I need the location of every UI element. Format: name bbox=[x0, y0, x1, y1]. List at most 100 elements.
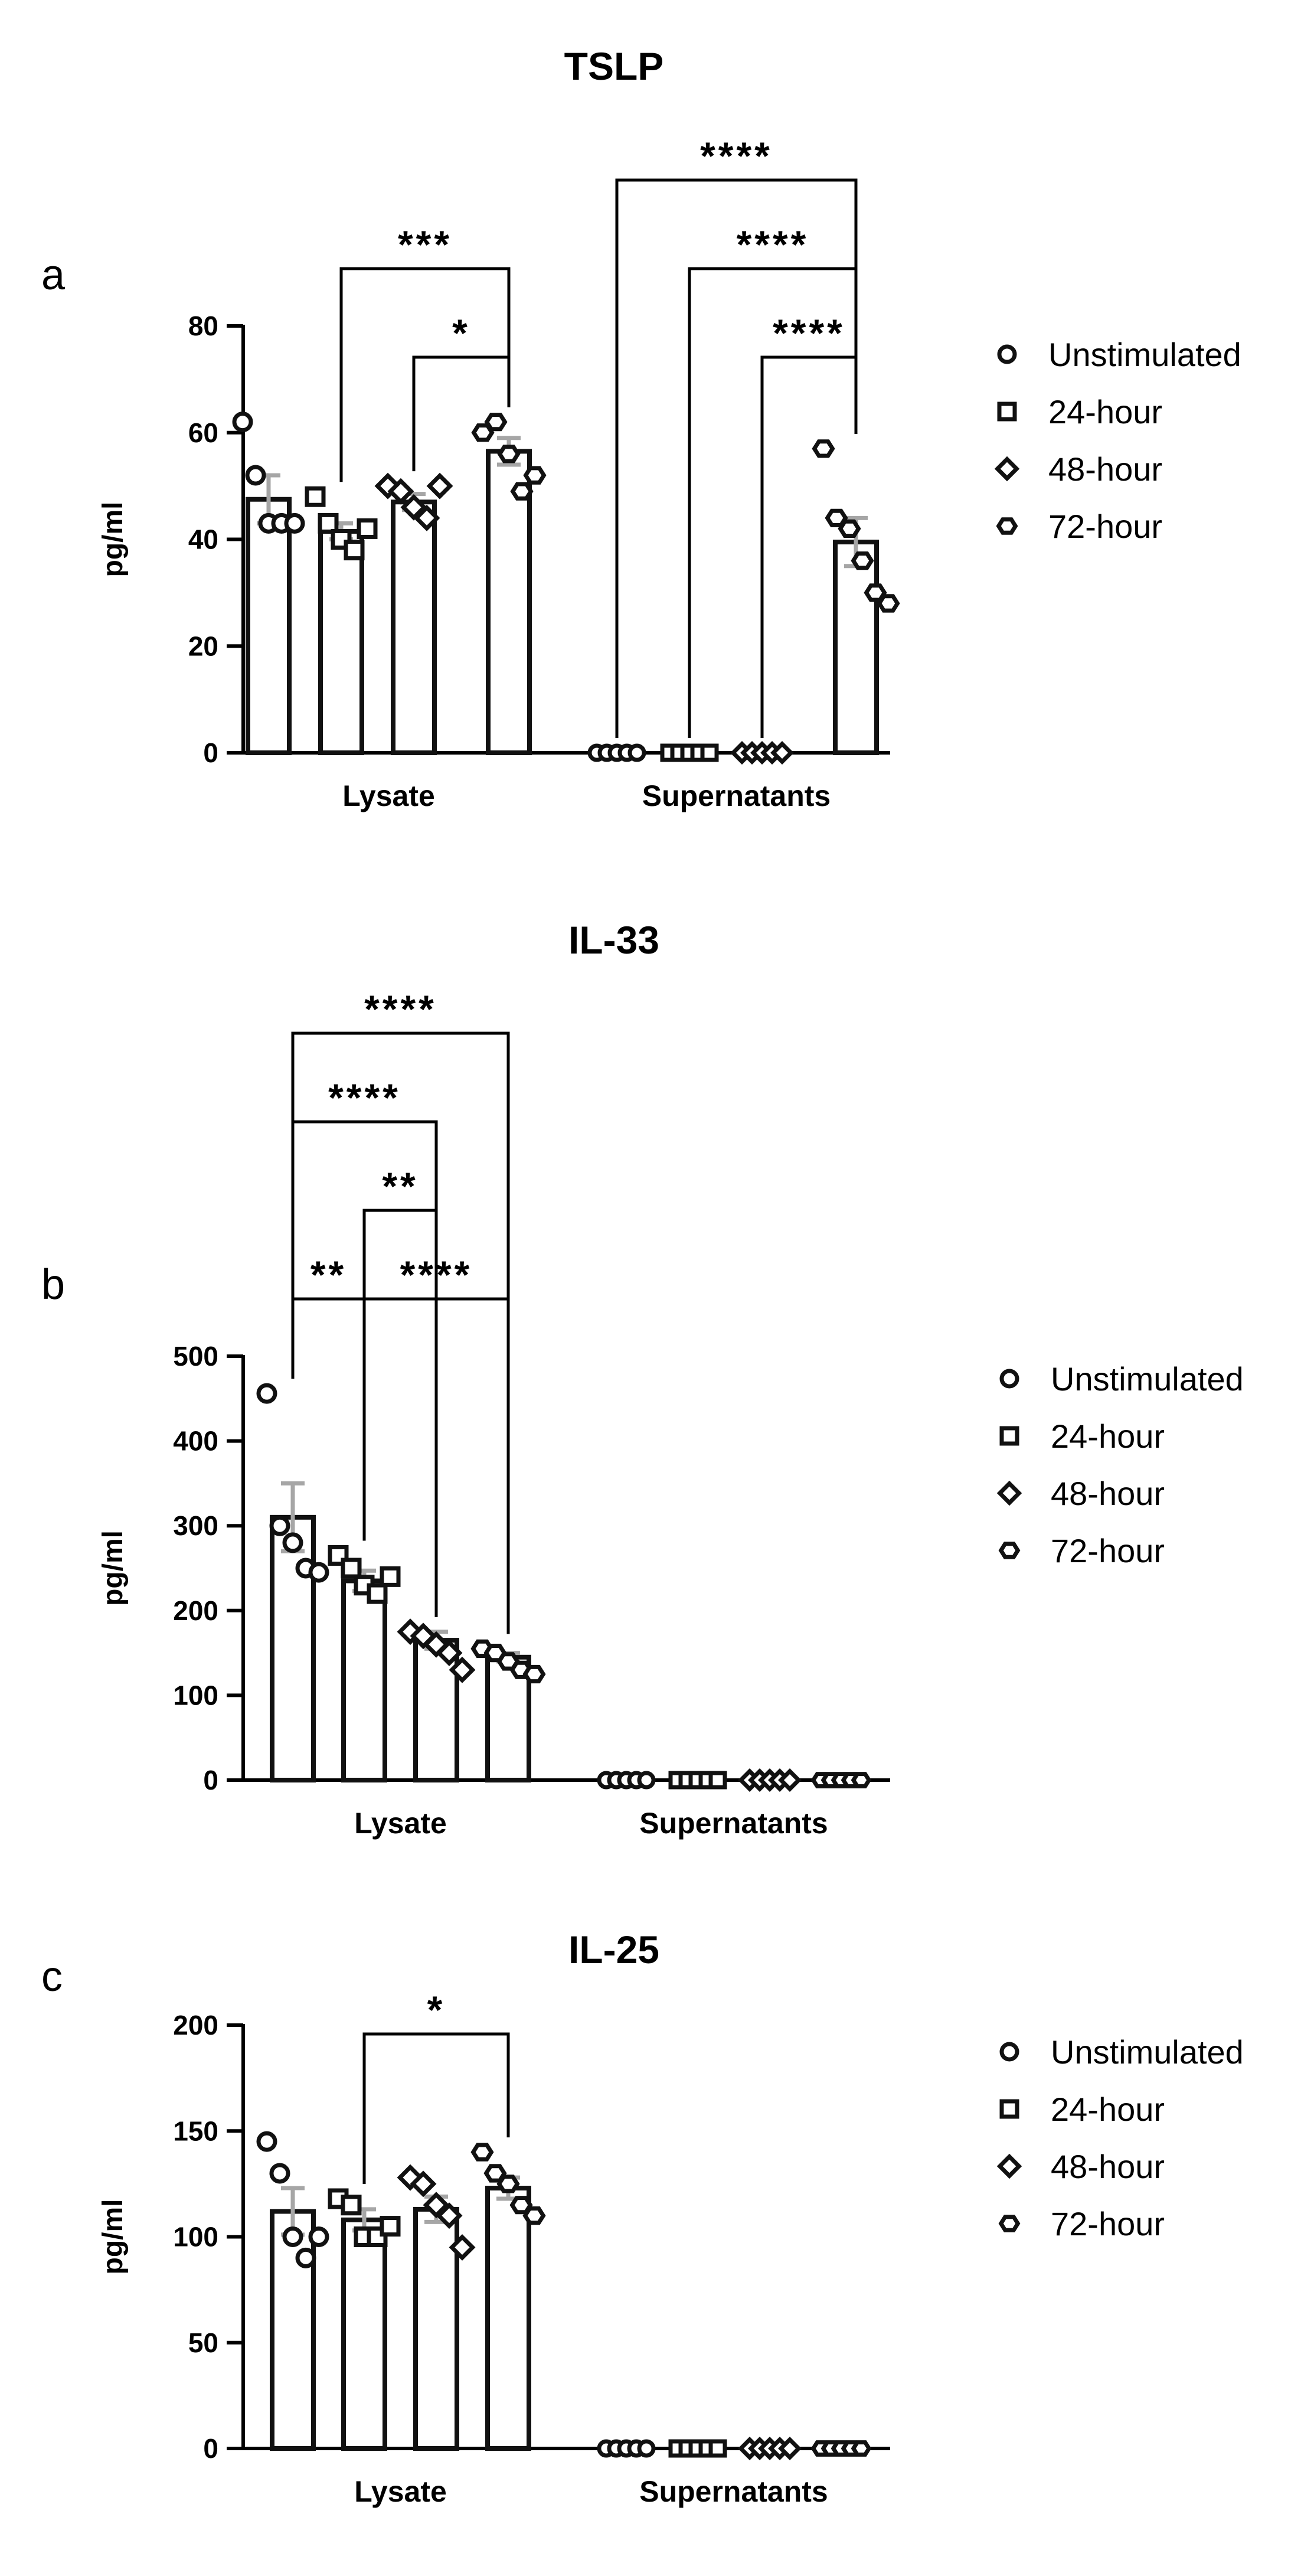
data-point bbox=[436, 1640, 463, 1667]
legend-marker-hexagon bbox=[998, 2215, 1021, 2232]
panel-label: b bbox=[41, 1261, 65, 1308]
y-tick-label: 500 bbox=[173, 1341, 218, 1372]
chart-panel-c: IL-25 c 0 50 100 150 200 pg/ml Lysate Supernatant… bbox=[41, 1928, 1244, 2508]
y-tick-label: 0 bbox=[203, 2433, 218, 2464]
data-point bbox=[523, 466, 547, 485]
y-tick-label: 0 bbox=[203, 737, 218, 768]
y-tick-label: 100 bbox=[173, 1680, 218, 1710]
data-point bbox=[284, 512, 305, 534]
data-point bbox=[282, 1532, 303, 1553]
data-point bbox=[413, 504, 440, 531]
significance-label: **** bbox=[400, 1253, 473, 1297]
x-category-label: Lysate bbox=[354, 1807, 447, 1840]
y-tick-label: 80 bbox=[188, 311, 218, 341]
legend-entry: 72-hour bbox=[1051, 1532, 1165, 1569]
data-point bbox=[778, 2437, 802, 2460]
chart-title: IL-25 bbox=[568, 1928, 659, 1971]
data-point bbox=[484, 413, 508, 432]
y-axis-label: pg/ml bbox=[97, 2199, 129, 2275]
significance-bracket bbox=[291, 1297, 366, 1541]
data-point bbox=[637, 1771, 656, 1790]
bar bbox=[341, 1578, 387, 1783]
y-tick-label: 200 bbox=[173, 1595, 218, 1626]
y-tick-label: 20 bbox=[188, 631, 218, 661]
significance-label: * bbox=[427, 1988, 446, 2032]
legend-entry: 24-hour bbox=[1048, 393, 1162, 430]
bar bbox=[486, 449, 532, 755]
data-point bbox=[449, 2234, 476, 2261]
legend-entry: 48-hour bbox=[1048, 450, 1162, 488]
significance-bracket bbox=[362, 2032, 510, 2184]
significance-bracket bbox=[291, 1031, 510, 1634]
data-point bbox=[851, 2440, 872, 2457]
legend-marker-circle bbox=[999, 1369, 1019, 1389]
significance-label: ** bbox=[382, 1164, 418, 1208]
legend-entry: 48-hour bbox=[1051, 1475, 1165, 1512]
data-point bbox=[308, 2226, 329, 2247]
significance-bracket bbox=[760, 355, 858, 738]
legend: Unstimulated 24-hour 48-hour 72-hour bbox=[996, 2033, 1244, 2242]
significance-label: **** bbox=[364, 987, 437, 1031]
bar bbox=[391, 499, 437, 755]
data-point bbox=[877, 594, 900, 613]
y-tick-label: 60 bbox=[188, 417, 218, 448]
data-point bbox=[245, 465, 266, 486]
data-point bbox=[380, 1566, 401, 1587]
data-point bbox=[851, 551, 874, 570]
data-point bbox=[708, 1771, 727, 1790]
significance-label: ** bbox=[310, 1253, 347, 1297]
bar bbox=[270, 1514, 316, 1783]
bar bbox=[318, 528, 364, 755]
x-category-label: Supernatants bbox=[642, 779, 831, 812]
data-point bbox=[295, 2247, 316, 2268]
legend-marker-diamond bbox=[994, 456, 1020, 482]
significance-label: **** bbox=[328, 1076, 401, 1119]
data-point bbox=[770, 741, 794, 765]
legend-entry: 48-hour bbox=[1051, 2148, 1165, 2185]
significance-label: *** bbox=[398, 223, 452, 266]
y-tick-label: 40 bbox=[188, 524, 218, 555]
y-tick-label: 100 bbox=[173, 2222, 218, 2252]
x-category-label: Lysate bbox=[354, 2475, 447, 2508]
significance-bracket bbox=[339, 267, 511, 482]
chart-panel-b: IL-33 b 0 100 200 300 400 500 pg/ml Lysate Superna… bbox=[41, 918, 1244, 1840]
significance-label: **** bbox=[737, 223, 809, 266]
data-point bbox=[232, 412, 253, 433]
significance-bracket bbox=[362, 1297, 510, 1634]
data-point bbox=[387, 478, 414, 505]
data-point bbox=[496, 2175, 520, 2193]
y-tick-label: 200 bbox=[173, 2010, 218, 2040]
data-point bbox=[838, 519, 861, 538]
y-axis-label: pg/ml bbox=[97, 1530, 129, 1606]
panel-label: a bbox=[41, 252, 66, 299]
legend-marker-square bbox=[999, 1426, 1019, 1446]
data-point bbox=[522, 2206, 546, 2225]
data-point bbox=[305, 486, 326, 507]
data-point bbox=[328, 1545, 349, 1566]
data-point bbox=[269, 2163, 290, 2184]
data-point bbox=[318, 512, 339, 534]
data-point bbox=[269, 1515, 290, 1536]
x-category-label: Lysate bbox=[342, 779, 435, 812]
bar bbox=[246, 497, 292, 755]
data-point bbox=[708, 2439, 727, 2458]
significance-label: **** bbox=[700, 134, 773, 178]
data-point bbox=[308, 1562, 329, 1583]
x-category-label: Supernatants bbox=[639, 1807, 828, 1840]
data-point bbox=[470, 2143, 494, 2162]
y-tick-label: 300 bbox=[173, 1510, 218, 1541]
legend-entry: 72-hour bbox=[1048, 508, 1162, 545]
data-point bbox=[256, 2131, 277, 2152]
bar bbox=[833, 540, 879, 755]
legend-marker-hexagon bbox=[998, 1542, 1021, 1559]
data-point bbox=[426, 472, 453, 499]
data-point bbox=[344, 540, 365, 561]
data-point bbox=[410, 2170, 437, 2198]
legend-marker-diamond bbox=[996, 1480, 1022, 1506]
chart-title: TSLP bbox=[564, 44, 664, 88]
data-point bbox=[522, 1664, 546, 1684]
legend-entry: Unstimulated bbox=[1051, 2033, 1244, 2071]
y-tick-label: 400 bbox=[173, 1426, 218, 1457]
